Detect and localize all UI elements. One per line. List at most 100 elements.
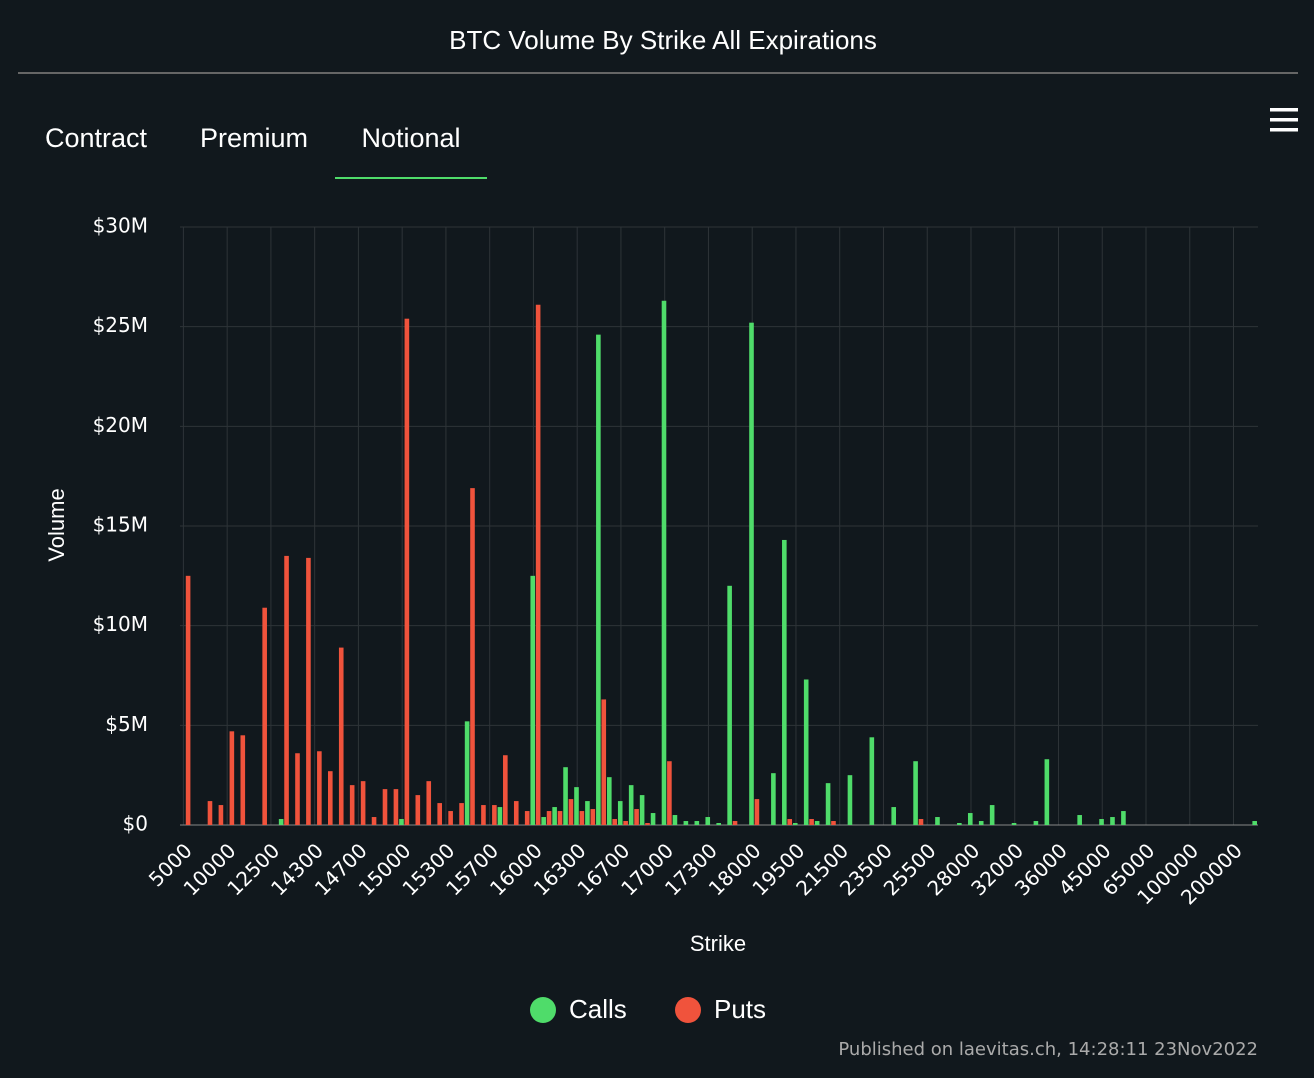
bar bbox=[448, 811, 453, 825]
bar bbox=[229, 731, 235, 825]
menu-bar bbox=[1270, 128, 1298, 132]
bar bbox=[809, 819, 814, 825]
bar bbox=[328, 771, 333, 825]
bar bbox=[360, 781, 366, 825]
bar bbox=[596, 334, 601, 825]
bar bbox=[935, 817, 940, 825]
bar bbox=[278, 819, 284, 825]
bar bbox=[989, 805, 995, 825]
bar bbox=[585, 801, 590, 825]
bar bbox=[306, 557, 311, 825]
bar bbox=[399, 819, 404, 825]
bar bbox=[831, 821, 836, 825]
bar bbox=[607, 777, 612, 825]
bar bbox=[262, 607, 267, 825]
bar bbox=[295, 753, 300, 825]
bar bbox=[382, 789, 388, 825]
bar bbox=[694, 821, 700, 825]
bar bbox=[645, 823, 650, 825]
bar bbox=[771, 773, 776, 825]
y-tick-label: $15M bbox=[93, 513, 148, 537]
bar bbox=[404, 318, 410, 825]
y-tick-label: $10M bbox=[93, 612, 148, 636]
bar bbox=[803, 679, 809, 825]
bar bbox=[530, 575, 536, 825]
bar bbox=[792, 823, 798, 825]
bar bbox=[650, 813, 656, 825]
bar bbox=[240, 735, 246, 825]
bar bbox=[1252, 821, 1257, 825]
bar bbox=[639, 795, 645, 825]
bar bbox=[541, 817, 546, 825]
bar bbox=[967, 813, 973, 825]
bar bbox=[727, 585, 732, 825]
bar bbox=[1110, 817, 1115, 825]
bar bbox=[503, 755, 508, 825]
bar bbox=[869, 737, 875, 825]
y-tick-label: $25M bbox=[93, 313, 148, 337]
bar bbox=[568, 799, 574, 825]
bar bbox=[1044, 759, 1050, 825]
bar bbox=[546, 811, 552, 825]
bar bbox=[1077, 815, 1082, 825]
bar bbox=[218, 805, 224, 825]
bar bbox=[667, 761, 672, 825]
bar bbox=[749, 322, 754, 825]
bar bbox=[524, 811, 530, 825]
bar bbox=[185, 575, 191, 825]
bar bbox=[705, 817, 711, 825]
bar bbox=[470, 488, 475, 825]
tab-active[interactable]: Notional bbox=[361, 123, 460, 153]
bar bbox=[617, 801, 623, 825]
bar bbox=[574, 787, 579, 825]
bar bbox=[393, 789, 399, 825]
tab[interactable]: Premium bbox=[200, 123, 308, 153]
bar bbox=[612, 819, 618, 825]
bar bbox=[634, 809, 639, 825]
bar bbox=[1121, 811, 1126, 825]
legend-marker bbox=[675, 997, 701, 1023]
legend-label: Puts bbox=[714, 994, 766, 1024]
bar bbox=[590, 809, 596, 825]
bar bbox=[492, 805, 497, 825]
legend-marker bbox=[530, 997, 556, 1023]
y-tick-label: $30M bbox=[93, 214, 148, 238]
bar bbox=[754, 799, 760, 825]
bar bbox=[891, 807, 897, 825]
bar bbox=[284, 555, 289, 825]
bar bbox=[371, 817, 377, 825]
bar bbox=[814, 821, 820, 825]
bar bbox=[464, 721, 470, 825]
bar bbox=[672, 815, 678, 825]
x-axis-title: Strike bbox=[690, 931, 746, 956]
bar bbox=[847, 775, 853, 825]
tab[interactable]: Contract bbox=[45, 123, 148, 153]
bar bbox=[1099, 819, 1104, 825]
bar bbox=[957, 823, 962, 825]
bar bbox=[317, 751, 322, 825]
bar bbox=[426, 781, 432, 825]
y-axis-title: Volume bbox=[44, 488, 69, 561]
bar bbox=[1011, 823, 1017, 825]
bar bbox=[732, 821, 738, 825]
y-tick-label: $5M bbox=[105, 712, 148, 736]
credit: Published on laevitas.ch, 14:28:11 23Nov… bbox=[838, 1039, 1258, 1060]
bar bbox=[415, 795, 421, 825]
bar bbox=[601, 699, 607, 825]
bar bbox=[207, 801, 213, 825]
bar bbox=[716, 823, 721, 825]
legend-label: Calls bbox=[569, 994, 627, 1024]
bar bbox=[628, 785, 634, 825]
menu-icon[interactable] bbox=[1270, 108, 1298, 132]
bar bbox=[661, 300, 667, 826]
bar bbox=[513, 801, 519, 825]
bar bbox=[557, 811, 563, 825]
bar bbox=[623, 821, 628, 825]
y-tick-label: $20M bbox=[93, 413, 148, 437]
bar bbox=[535, 304, 541, 825]
bar bbox=[437, 803, 442, 825]
bar bbox=[552, 807, 557, 825]
y-tick-label: $0 bbox=[123, 812, 148, 836]
bar bbox=[825, 783, 831, 825]
